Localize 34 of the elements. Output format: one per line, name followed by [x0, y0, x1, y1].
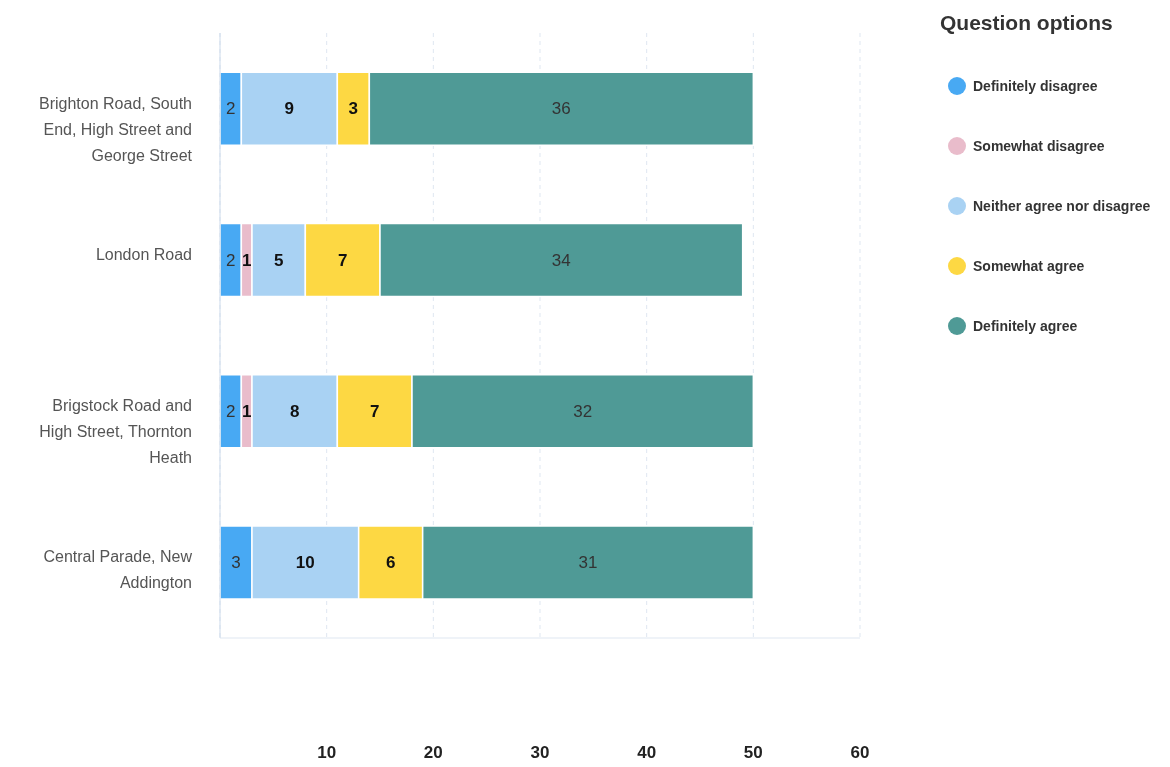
data-label: 5 [273, 250, 284, 270]
data-label: 34 [551, 250, 571, 270]
x-tick-label: 30 [530, 743, 550, 763]
data-label: 8 [289, 401, 300, 421]
legend-label: Neither agree nor disagree [973, 198, 1151, 214]
data-label: 9 [284, 99, 295, 119]
legend-label: Somewhat agree [973, 258, 1085, 274]
data-label: 6 [385, 553, 396, 573]
legend-label: Somewhat disagree [973, 138, 1105, 154]
data-label: 3 [231, 553, 241, 573]
data-label: 3 [348, 99, 359, 119]
data-label: 1 [241, 250, 252, 270]
x-tick-label: 60 [850, 743, 870, 763]
data-label: 2 [225, 250, 236, 270]
y-tick-label: London Road [95, 245, 192, 263]
legend-label: Definitely disagree [973, 78, 1098, 94]
x-tick-label: 40 [637, 743, 657, 763]
x-tick-label: 10 [317, 743, 337, 763]
data-label: 7 [369, 401, 380, 421]
data-label: 1 [241, 401, 252, 421]
x-tick-label: 20 [423, 743, 443, 763]
legend-label: Definitely agree [973, 318, 1078, 334]
y-tick-label: Brighton Road, South End, High Street and George Street [39, 94, 193, 164]
x-tick-label: 50 [743, 743, 763, 763]
data-label: 7 [337, 250, 348, 270]
legend-title: Question options [940, 10, 1114, 36]
data-label: 36 [551, 99, 571, 119]
data-label: 31 [578, 553, 598, 573]
data-label: 10 [295, 553, 315, 573]
data-label: 2 [225, 401, 236, 421]
data-label: 32 [573, 401, 593, 421]
data-label: 2 [225, 99, 236, 119]
y-tick-label: Brigstock Road and High Street, Thornton Heath [39, 397, 192, 467]
y-tick-label: Central Parade, New Addington [43, 548, 193, 592]
